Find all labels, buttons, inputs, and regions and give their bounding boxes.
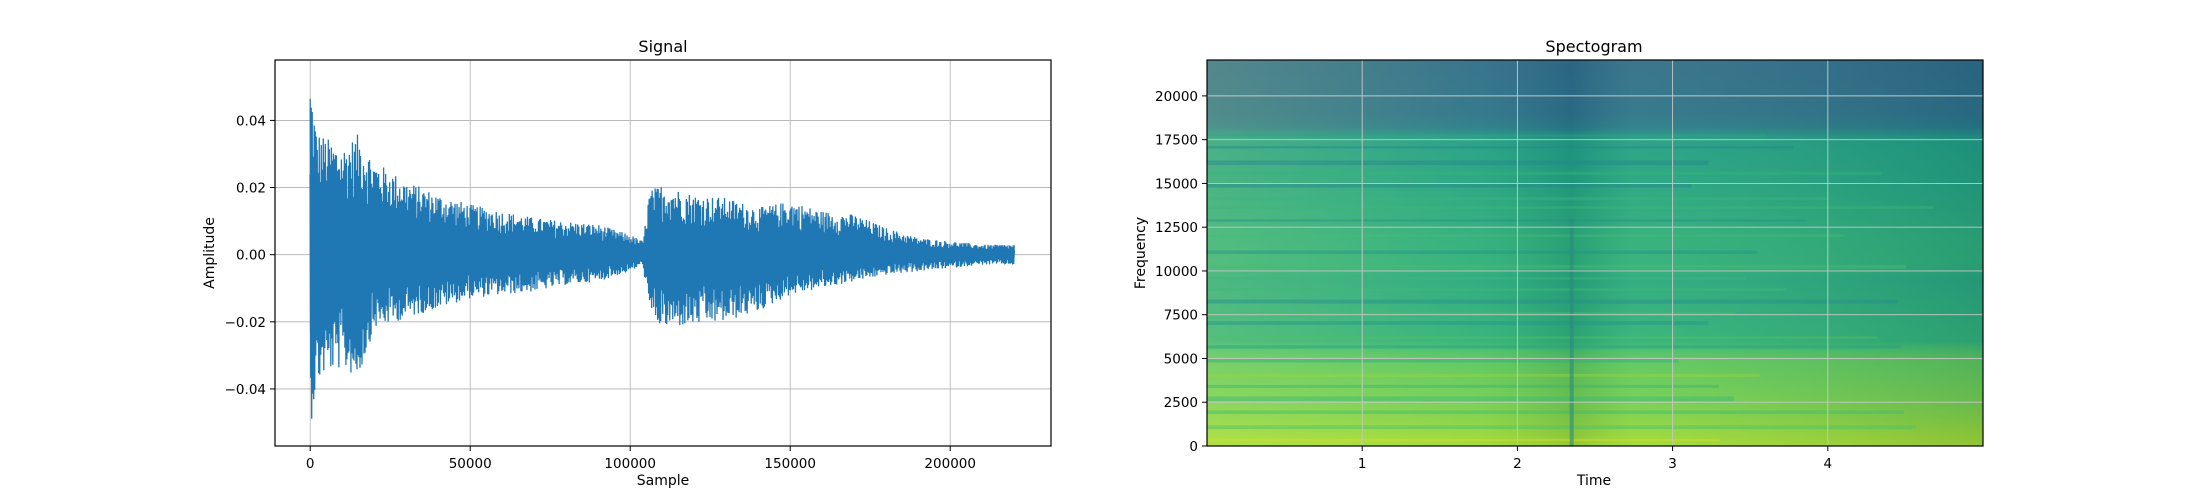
spectrogram-band	[1207, 277, 1747, 280]
spectrogram-y-tick-label: 20000	[1155, 89, 1198, 105]
spectrogram-bands	[1207, 134, 1933, 442]
spectrogram-band	[1207, 264, 1907, 269]
spectrogram-axes-frame	[1206, 59, 1984, 447]
signal-chart: Signal 0 50000 100000 150000 200000 −0.04−0.…	[202, 37, 1052, 489]
spectrogram-time-shading	[1207, 60, 1983, 446]
spectrogram-band	[1207, 171, 1882, 175]
spectrogram-band	[1207, 374, 1760, 377]
signal-axes-frame	[274, 59, 1052, 447]
spectrogram-band	[1207, 288, 1787, 291]
signal-x-tick-label: 50000	[449, 456, 492, 472]
signal-ylabel: Amplitude	[202, 217, 218, 289]
signal-y-ticks: −0.04 −0.02 0.00 0.02 0.04	[225, 113, 275, 398]
spectrogram-y-ticks: 0 2500 5000 7500 10000 12500 15000 17500 20000	[1155, 89, 1207, 455]
signal-waveform	[309, 98, 1015, 419]
signal-y-tick-label: 0.04	[236, 113, 266, 129]
signal-x-tick-label: 0	[306, 456, 315, 472]
spectrogram-band	[1207, 396, 1734, 402]
spectrogram-band	[1207, 410, 1904, 414]
spectrogram-band	[1207, 160, 1709, 166]
spectrogram-y-tick-label: 2500	[1164, 395, 1198, 411]
spectrogram-x-tick-label: 3	[1668, 456, 1677, 472]
signal-title: Signal	[638, 37, 687, 56]
spectrogram-x-tick-label: 4	[1824, 456, 1833, 472]
signal-xlabel: Sample	[637, 473, 690, 489]
spectrogram-band	[1207, 345, 1901, 349]
spectrogram-band	[1207, 321, 1709, 325]
spectrogram-band	[1207, 234, 1845, 237]
spectrogram-x-tick-label: 1	[1358, 456, 1367, 472]
spectrogram-band	[1207, 183, 1692, 188]
signal-y-tick-label: 0.00	[236, 248, 266, 264]
spectrogram-band	[1207, 146, 1794, 149]
spectrogram-ylabel: Frequency	[1133, 217, 1149, 289]
signal-series-core	[309, 174, 1015, 332]
signal-x-tick-label: 200000	[924, 456, 976, 472]
signal-x-ticks: 0 50000 100000 150000 200000	[306, 446, 976, 472]
spectrogram-y-tick-label: 12500	[1155, 220, 1198, 236]
signal-y-tick-label: 0.02	[236, 181, 266, 197]
spectrogram-x-tick-label: 2	[1513, 456, 1522, 472]
spectrogram-band	[1207, 299, 1898, 304]
spectrogram-y-tick-label: 15000	[1155, 176, 1198, 192]
spectrogram-band	[1207, 359, 1679, 363]
spectrogram-band	[1207, 336, 1877, 339]
spectrogram-band	[1207, 384, 1720, 388]
spectrogram-y-tick-label: 7500	[1164, 308, 1198, 324]
spectrogram-y-tick-label: 17500	[1155, 133, 1198, 149]
spectrogram-band	[1207, 134, 1767, 137]
spectrogram-band	[1207, 311, 1736, 316]
signal-y-tick-label: −0.02	[225, 315, 266, 331]
spectrogram-band	[1207, 425, 1916, 430]
spectrogram-y-tick-label: 5000	[1164, 351, 1198, 367]
signal-x-tick-label: 100000	[604, 456, 656, 472]
spectrogram-x-ticks: 1 2 3 4	[1358, 446, 1832, 472]
spectrogram-band	[1207, 250, 1758, 254]
spectrogram-grid	[1207, 60, 1983, 447]
signal-x-tick-label: 150000	[764, 456, 816, 472]
spectrogram-band	[1207, 438, 1720, 442]
spectrogram-chart: Spectogram 1 2 3 4 0 2500 5000 7500 10000 12500 1…	[1133, 37, 1984, 489]
spectrogram-onset-line	[1569, 218, 1574, 446]
spectrogram-band	[1207, 219, 1808, 222]
spectrogram-xlabel: Time	[1576, 473, 1611, 489]
spectrogram-y-tick-label: 0	[1189, 439, 1198, 455]
spectrogram-y-tick-label: 10000	[1155, 264, 1198, 280]
signal-y-tick-label: −0.04	[225, 382, 266, 398]
spectrogram-title: Spectogram	[1545, 37, 1642, 56]
spectrogram-band	[1207, 206, 1933, 209]
